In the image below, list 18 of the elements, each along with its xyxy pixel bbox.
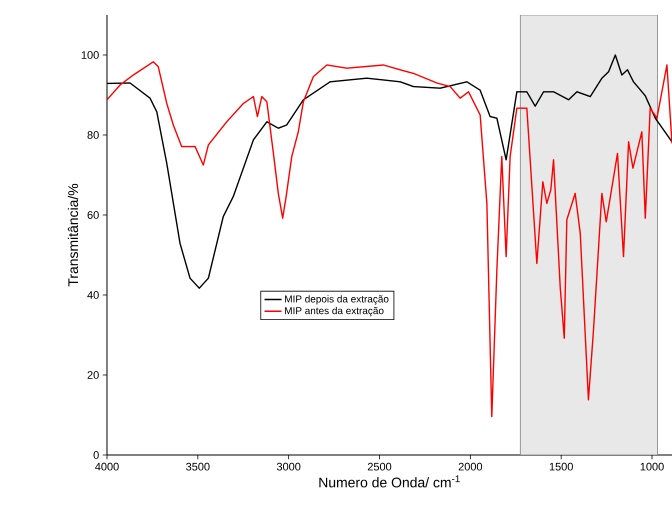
x-tick-label: 2000 bbox=[458, 462, 482, 471]
x-tick-label: 2500 bbox=[368, 462, 392, 471]
y-tick-label: 40 bbox=[87, 291, 99, 299]
y-tick-label: 80 bbox=[88, 131, 99, 139]
x-tick-label: 1500 bbox=[550, 462, 573, 471]
line-series bbox=[106, 61, 672, 418]
x-axis-title: Numero de Onda/ cm$^{-1}$ bbox=[319, 475, 460, 488]
legend-label: MIP depois da extração bbox=[285, 295, 388, 305]
x-tick-label: 1000 bbox=[640, 462, 664, 471]
x-tick-label: 3500 bbox=[186, 462, 210, 471]
x-tick-label: 4000 bbox=[95, 462, 119, 471]
y-tick-label: 100 bbox=[82, 51, 99, 59]
legend-label: MIP antes da extração bbox=[285, 306, 384, 316]
x-tick-label: 3000 bbox=[276, 462, 300, 471]
y-tick-label: 20 bbox=[88, 371, 99, 379]
y-tick-label: 0 bbox=[94, 451, 99, 459]
y-tick-label: 60 bbox=[88, 211, 99, 219]
y-axis-title: Transmitância/% bbox=[68, 184, 78, 286]
